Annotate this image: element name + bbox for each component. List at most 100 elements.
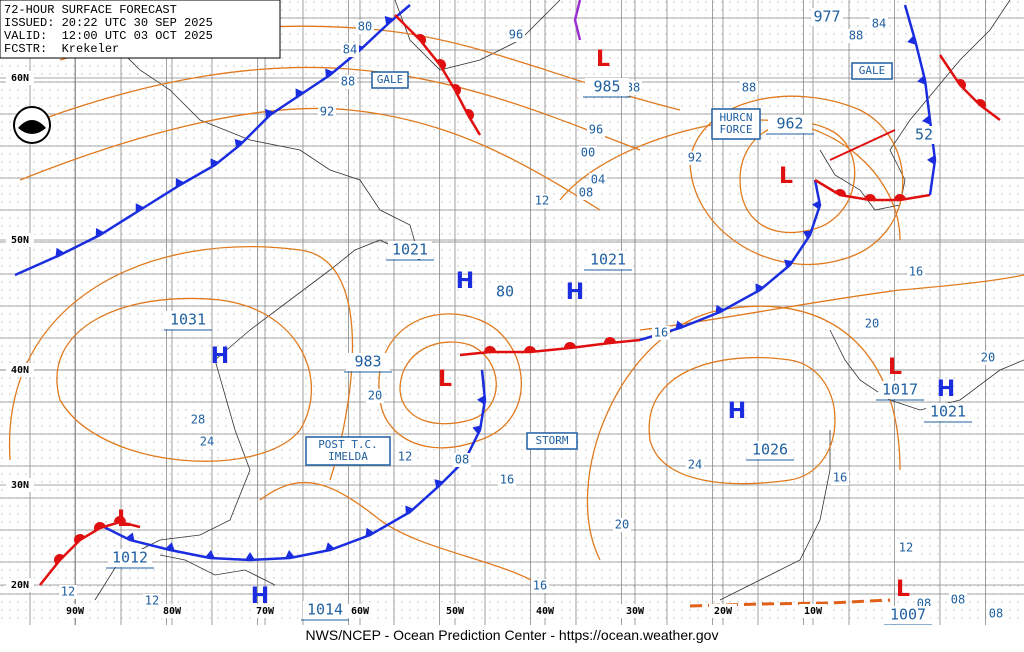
isobar-label: 88 bbox=[341, 75, 355, 89]
pressure-center-symbol: L bbox=[117, 507, 131, 532]
lon-label-box bbox=[346, 604, 374, 618]
lat-label-box bbox=[6, 478, 34, 492]
isobar-label-bg bbox=[740, 81, 758, 95]
pressure-label-bg bbox=[926, 403, 970, 421]
isobar-label-bg bbox=[686, 458, 704, 472]
lon-label: 90W bbox=[66, 606, 85, 617]
pressure-center-symbol: H bbox=[251, 584, 269, 609]
pressure-center-symbol: L bbox=[438, 367, 452, 392]
pressure-center-symbol: L bbox=[896, 577, 910, 602]
isobar-label-bg bbox=[847, 29, 865, 43]
lon-label: 40W bbox=[536, 606, 555, 617]
pressure-label-bg bbox=[878, 381, 922, 399]
footer-credit: NWS/NCEP - Ocean Prediction Center - htt… bbox=[306, 627, 719, 643]
lat-label: 50N bbox=[11, 235, 29, 246]
lon-label: 80W bbox=[163, 606, 182, 617]
pressure-label-bg bbox=[166, 311, 210, 329]
isobar-label-bg bbox=[870, 17, 888, 31]
isobar-label: 88 bbox=[742, 81, 756, 95]
pressure-value: 977 bbox=[813, 8, 840, 26]
pressure-value: 1021 bbox=[392, 241, 428, 259]
labels: 60N 50N 40N 30N 20N 90W 80W 70W 60W 50W 40W 30W 20W 1… bbox=[6, 8, 1005, 626]
lon-label-box bbox=[621, 604, 649, 618]
isobar-label-bg bbox=[577, 186, 595, 200]
lon-label: 60W bbox=[351, 606, 370, 617]
isobar-label-bg bbox=[198, 435, 216, 449]
warning-box bbox=[371, 71, 409, 89]
isobar-label-bg bbox=[143, 594, 161, 608]
pressure-center-symbol: H bbox=[456, 269, 474, 294]
isobar-label: 12 bbox=[535, 194, 549, 208]
isobar-label: 12 bbox=[61, 585, 75, 599]
isobar-label: 16 bbox=[909, 265, 923, 279]
pressure-label-bg bbox=[886, 606, 930, 624]
pressure-value: 1017 bbox=[882, 381, 918, 399]
pressure-label-bg bbox=[108, 549, 152, 567]
pressure-center-symbol: L bbox=[888, 355, 902, 380]
isobar-label-bg bbox=[507, 28, 525, 42]
lon-label-box bbox=[709, 604, 737, 618]
pressure-value: 1031 bbox=[170, 311, 206, 329]
isobar-label: 16 bbox=[654, 326, 668, 340]
pressure-label-bg bbox=[768, 115, 812, 133]
isobar-label-bg bbox=[533, 194, 551, 208]
isobar-label: 88 bbox=[626, 81, 640, 95]
pressure-label-bg bbox=[346, 353, 390, 371]
isobar-label: 20 bbox=[615, 518, 629, 532]
fronts bbox=[14, 0, 1001, 608]
pressure-center-symbol: L bbox=[596, 47, 610, 72]
isobar-label-bg bbox=[987, 607, 1005, 621]
pressure-value: 52 bbox=[915, 126, 933, 144]
isobar-label: 08 bbox=[951, 593, 965, 607]
warning-label: POST T.C. IMELDA bbox=[318, 438, 378, 463]
isobar-label-bg bbox=[339, 75, 357, 89]
pressure-value: 962 bbox=[776, 115, 803, 133]
isobar-label: 88 bbox=[849, 29, 863, 43]
isobar-label: 84 bbox=[872, 17, 886, 31]
pressure-value: 1026 bbox=[752, 441, 788, 459]
lat-label: 40N bbox=[11, 365, 29, 376]
lat-label-box bbox=[6, 578, 34, 592]
lat-label: 20N bbox=[11, 580, 29, 591]
lon-label-box bbox=[61, 604, 89, 618]
isobar-label-bg bbox=[531, 579, 549, 593]
isobar-label: 08 bbox=[579, 186, 593, 200]
pressure-center-symbol: H bbox=[937, 377, 955, 402]
warning-label: HURCN FORCE bbox=[719, 111, 752, 136]
isobar-label-bg bbox=[589, 173, 607, 187]
isobar-label: 16 bbox=[833, 471, 847, 485]
lon-label: 30W bbox=[626, 606, 645, 617]
isobar-label-bg bbox=[979, 351, 997, 365]
isobar-label-bg bbox=[949, 593, 967, 607]
isobar-label: 04 bbox=[591, 173, 605, 187]
isobar-label: 28 bbox=[191, 413, 205, 427]
header-line: ISSUED: 20:22 UTC 30 SEP 2025 bbox=[4, 16, 213, 30]
pressure-label-bg bbox=[586, 251, 630, 269]
header-line: FCSTR: Krekeler bbox=[4, 42, 119, 56]
lat-label-box bbox=[6, 363, 34, 377]
isobar-label: 80 bbox=[358, 20, 372, 34]
warning-label: STORM bbox=[535, 434, 568, 447]
isobar-label-bg bbox=[189, 413, 207, 427]
pressure-value: 983 bbox=[354, 353, 381, 371]
pressure-value: 80 bbox=[496, 283, 514, 301]
isobar-label: 08 bbox=[455, 453, 469, 467]
isobar-label: 20 bbox=[865, 317, 879, 331]
isobar-label-bg bbox=[613, 518, 631, 532]
warning-box bbox=[711, 108, 761, 140]
warning-label: GALE bbox=[377, 73, 404, 86]
isobar-label: 16 bbox=[533, 579, 547, 593]
lon-label: 10W bbox=[804, 606, 823, 617]
warning-box bbox=[305, 436, 391, 466]
isobar-label-bg bbox=[897, 541, 915, 555]
header-box bbox=[0, 0, 281, 59]
header-line: VALID: 12:00 UTC 03 OCT 2025 bbox=[4, 29, 213, 43]
isobar-label: 12 bbox=[145, 594, 159, 608]
lon-label: 20W bbox=[714, 606, 733, 617]
isobar-label-bg bbox=[453, 453, 471, 467]
isobar-label: 24 bbox=[200, 435, 214, 449]
lon-label: 50W bbox=[446, 606, 465, 617]
isobar-label: 16 bbox=[500, 473, 514, 487]
isobar-label: 20 bbox=[981, 351, 995, 365]
